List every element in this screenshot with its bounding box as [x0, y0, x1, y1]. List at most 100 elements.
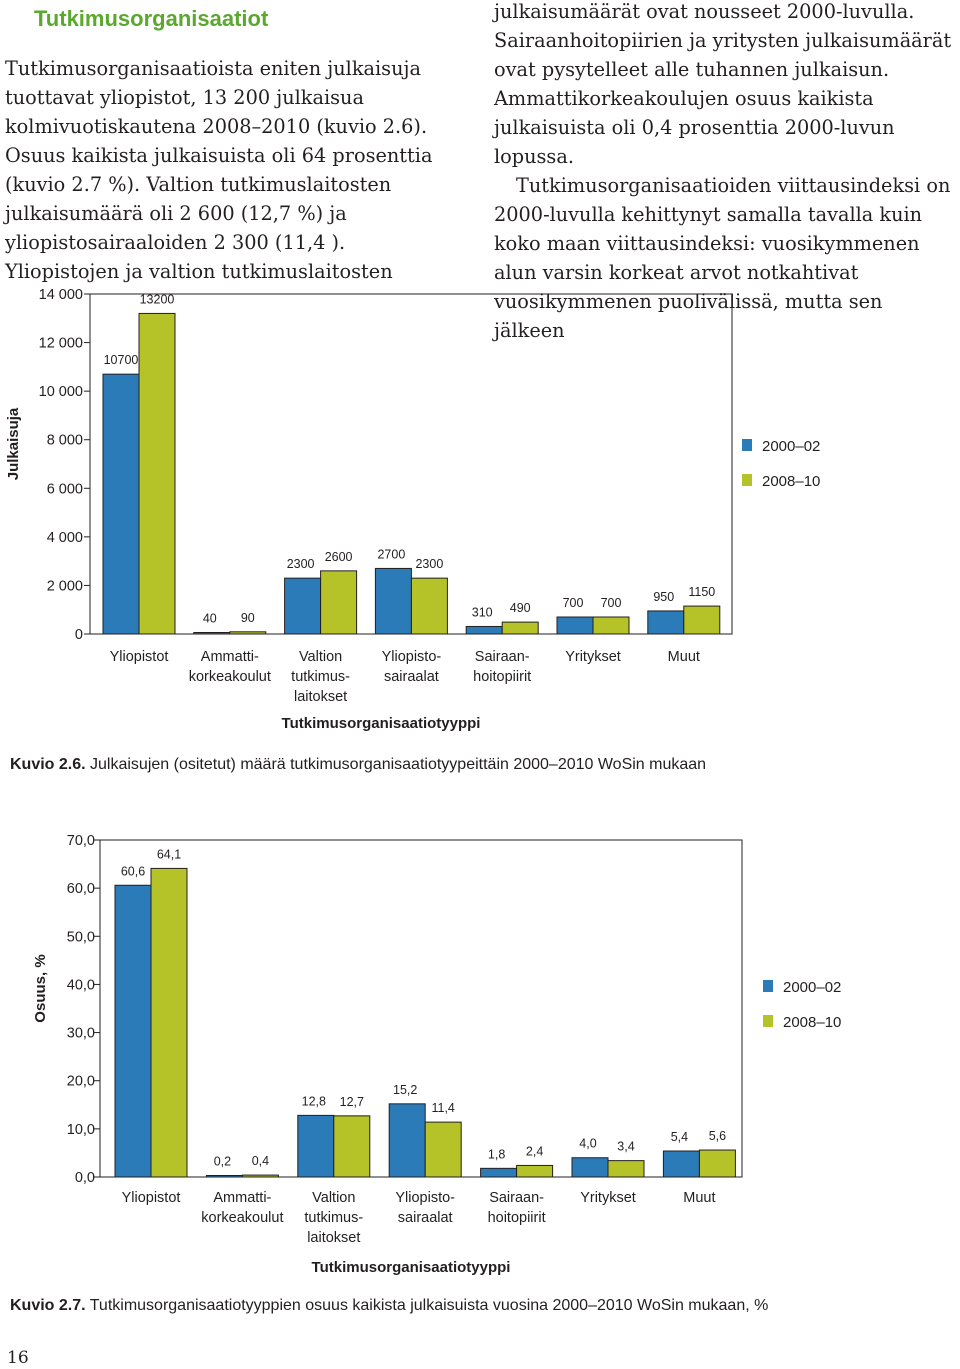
category-label: Yritykset: [580, 1190, 636, 1206]
category-label: Sairaan-: [475, 649, 530, 665]
bar: [150, 867, 188, 1178]
category-label: laitokset: [307, 1230, 360, 1246]
figure-caption: Kuvio 2.6. Julkaisujen (ositetut) määrä …: [10, 756, 706, 774]
data-label: 1,8: [488, 1147, 505, 1161]
y-tick-label: 14 000: [39, 287, 83, 303]
figure-number: Kuvio 2.6.: [10, 756, 86, 773]
data-label: 2300: [287, 557, 315, 571]
category-label: korkeakoulut: [189, 669, 271, 685]
data-label: 2,4: [526, 1144, 543, 1158]
category-label: hoitopiirit: [488, 1210, 546, 1226]
category-label: sairaalat: [384, 669, 439, 685]
figure-caption-text: Tutkimusorganisaatiotyyppien osuus kaiki…: [85, 1297, 769, 1314]
bar: [647, 610, 685, 635]
data-label: 5,4: [671, 1130, 688, 1144]
bar: [592, 616, 630, 635]
bar: [516, 1164, 554, 1178]
category-label: korkeakoulut: [201, 1210, 283, 1226]
data-label: 64,1: [157, 847, 181, 861]
bar: [374, 567, 412, 635]
data-label: 12,8: [302, 1094, 326, 1108]
publications-share-chart: 0,0 10,0 20,0 30,0 40,0 50,0 60,0 70,0 Osuus, % 6…: [32, 833, 841, 1276]
category-label: Valtion: [299, 649, 342, 665]
body-text-right-column: julkaisumäärät ovat nousseet 2000-luvull…: [494, 0, 955, 345]
bar: [320, 570, 358, 635]
figure-caption-text: Julkaisujen (ositetut) määrä tutkimusorg…: [85, 756, 707, 773]
y-tick-label: 12 000: [39, 336, 83, 352]
y-tick-label: 70,0: [67, 833, 95, 849]
data-label: 11,4: [431, 1101, 454, 1115]
data-label: 10700: [104, 353, 139, 367]
bar: [102, 373, 140, 635]
figure-number: Kuvio 2.7.: [10, 1297, 86, 1314]
bar: [571, 1157, 609, 1178]
y-tick-label: 8 000: [47, 433, 83, 449]
data-label: 15,2: [393, 1083, 417, 1097]
category-label: Sairaan-: [489, 1190, 544, 1206]
y-tick-label: 0: [75, 627, 83, 643]
data-label: 13200: [140, 292, 175, 306]
bar: [501, 621, 539, 635]
data-label: 3,4: [617, 1140, 634, 1154]
category-label: Yliopisto-: [382, 649, 442, 665]
y-tick-label: 0,0: [75, 1170, 95, 1186]
data-label: 700: [563, 596, 584, 610]
category-label: Muut: [668, 649, 700, 665]
data-label: 310: [472, 605, 493, 619]
x-axis-title: Tutkimusorganisaatiotyyppi: [282, 715, 481, 732]
data-label: 4,0: [579, 1137, 596, 1151]
bar: [284, 577, 322, 635]
legend-label: 2000–02: [762, 438, 820, 455]
bar: [229, 631, 267, 635]
bar: [465, 625, 503, 635]
y-axis-title: Osuus, %: [32, 954, 49, 1022]
legend-swatch: [763, 1015, 773, 1027]
publications-count-chart: 0 2 000 4 000 6 000 8 000 10 000 12 000 14 000 J…: [5, 287, 820, 732]
paragraph: Tutkimusorganisaatioiden viittausindeksi…: [494, 174, 951, 342]
category-label: Yliopistot: [110, 649, 169, 665]
bar: [205, 1175, 243, 1178]
paragraph: Tutkimusorganisaatioista eniten julkaisu…: [5, 57, 433, 283]
data-label: 5,6: [709, 1129, 726, 1143]
bar: [333, 1115, 371, 1178]
legend-label: 2008–10: [762, 473, 820, 490]
legend-label: 2000–02: [783, 979, 841, 996]
category-label: Yliopisto-: [395, 1190, 455, 1206]
y-tick-label: 30,0: [67, 1026, 95, 1042]
data-label: 2300: [415, 557, 443, 571]
bar: [410, 577, 448, 635]
bar: [662, 1150, 700, 1178]
category-label: Yliopistot: [122, 1190, 181, 1206]
data-label: 490: [510, 601, 531, 615]
data-label: 700: [601, 596, 622, 610]
x-axis-title: Tutkimusorganisaatiotyyppi: [312, 1259, 511, 1276]
category-label: laitokset: [294, 689, 347, 705]
data-label: 12,7: [340, 1095, 364, 1109]
data-label: 60,6: [121, 864, 145, 878]
y-tick-label: 40,0: [67, 977, 95, 993]
legend-swatch: [742, 474, 752, 486]
body-text-left-column: Tutkimusorganisaatioista eniten julkaisu…: [5, 54, 460, 286]
category-label: tutkimus-: [291, 669, 350, 685]
bar: [241, 1174, 279, 1178]
bar: [480, 1167, 518, 1178]
category-label: tutkimus-: [304, 1210, 363, 1226]
category-label: Muut: [683, 1190, 715, 1206]
bar: [424, 1121, 462, 1178]
data-label: 40: [203, 612, 217, 626]
y-tick-label: 60,0: [67, 881, 95, 897]
bar: [388, 1103, 426, 1178]
bar: [698, 1149, 736, 1178]
data-label: 90: [241, 611, 255, 625]
figure-caption: Kuvio 2.7. Tutkimusorganisaatiotyyppien …: [10, 1297, 768, 1315]
bar: [683, 605, 721, 635]
bar: [138, 312, 176, 635]
y-tick-label: 4 000: [47, 530, 83, 546]
data-label: 0,2: [214, 1155, 231, 1169]
bar: [556, 616, 594, 635]
section-heading: Tutkimusorganisaatiot: [34, 6, 269, 31]
y-tick-label: 50,0: [67, 929, 95, 945]
bar: [193, 632, 231, 635]
legend-swatch: [763, 980, 773, 992]
legend-label: 2008–10: [783, 1014, 841, 1031]
